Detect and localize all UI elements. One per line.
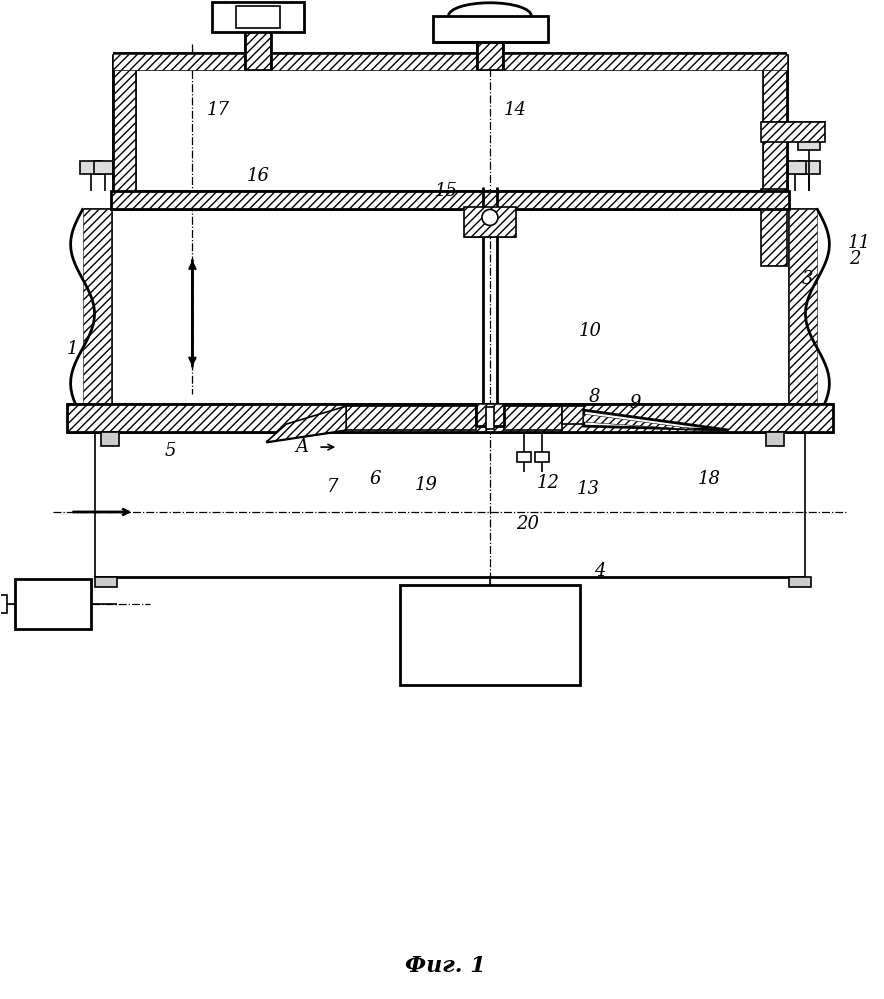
- Bar: [477, 38, 503, 70]
- Bar: [798, 136, 820, 150]
- Bar: [789, 576, 812, 586]
- Text: 20: 20: [516, 514, 539, 532]
- Bar: [504, 407, 562, 431]
- Text: 1: 1: [67, 341, 79, 359]
- Bar: [761, 122, 826, 142]
- Text: 18: 18: [698, 471, 721, 489]
- Text: 14: 14: [503, 101, 526, 119]
- Bar: [433, 16, 548, 42]
- Polygon shape: [266, 407, 347, 443]
- Polygon shape: [82, 210, 110, 405]
- Bar: [110, 192, 789, 210]
- Bar: [483, 188, 497, 190]
- Bar: [66, 405, 834, 433]
- Bar: [15, 578, 90, 628]
- Text: 2: 2: [849, 251, 860, 269]
- Bar: [562, 407, 583, 425]
- Text: A: A: [296, 439, 309, 457]
- Bar: [112, 54, 788, 70]
- Text: 15: 15: [435, 183, 458, 201]
- Bar: [112, 54, 136, 192]
- Bar: [784, 161, 806, 174]
- Bar: [476, 405, 504, 427]
- Bar: [95, 576, 117, 586]
- Text: 10: 10: [578, 323, 601, 341]
- Text: 5: 5: [164, 443, 176, 461]
- Text: 16: 16: [247, 167, 270, 185]
- Bar: [764, 54, 788, 192]
- Text: 12: 12: [537, 475, 560, 493]
- Text: Фиг. 1: Фиг. 1: [405, 955, 485, 977]
- Bar: [517, 453, 531, 463]
- Text: 6: 6: [370, 471, 381, 489]
- Bar: [761, 190, 788, 267]
- Bar: [766, 433, 784, 447]
- Text: 7: 7: [326, 478, 338, 497]
- Polygon shape: [583, 411, 728, 431]
- Polygon shape: [789, 210, 818, 405]
- Bar: [464, 208, 516, 238]
- Bar: [101, 433, 118, 447]
- Bar: [400, 584, 580, 684]
- Text: 8: 8: [589, 389, 600, 407]
- Text: 3: 3: [802, 271, 813, 289]
- Bar: [80, 161, 102, 174]
- Bar: [0, 594, 7, 612]
- Bar: [486, 408, 494, 430]
- Bar: [347, 407, 476, 431]
- Bar: [245, 32, 271, 70]
- Text: 11: 11: [848, 235, 871, 253]
- Bar: [798, 161, 820, 174]
- Bar: [94, 161, 116, 174]
- Bar: [236, 6, 280, 28]
- Circle shape: [482, 210, 498, 226]
- Bar: [212, 2, 304, 32]
- Text: 9: 9: [629, 395, 640, 413]
- Text: 17: 17: [207, 101, 230, 119]
- Polygon shape: [583, 415, 704, 431]
- Bar: [535, 453, 549, 463]
- Text: 4: 4: [594, 561, 606, 579]
- Text: 19: 19: [415, 476, 438, 495]
- Text: 13: 13: [576, 480, 599, 499]
